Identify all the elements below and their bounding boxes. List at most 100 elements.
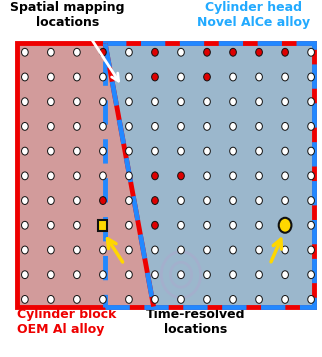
Circle shape xyxy=(22,73,28,81)
Circle shape xyxy=(126,48,132,56)
Circle shape xyxy=(99,48,106,56)
Circle shape xyxy=(22,221,28,229)
Circle shape xyxy=(152,246,158,254)
Circle shape xyxy=(126,221,132,229)
Circle shape xyxy=(308,296,314,303)
Circle shape xyxy=(204,73,210,81)
Circle shape xyxy=(22,197,28,205)
Circle shape xyxy=(48,221,54,229)
Polygon shape xyxy=(17,43,154,307)
Circle shape xyxy=(230,48,236,56)
Circle shape xyxy=(178,122,184,130)
Circle shape xyxy=(256,271,262,278)
Circle shape xyxy=(99,147,106,155)
Circle shape xyxy=(74,246,80,254)
Circle shape xyxy=(308,221,314,229)
Circle shape xyxy=(256,296,262,303)
Circle shape xyxy=(204,172,210,180)
Circle shape xyxy=(152,98,158,106)
Circle shape xyxy=(22,296,28,303)
Circle shape xyxy=(308,73,314,81)
Circle shape xyxy=(256,221,262,229)
Circle shape xyxy=(152,122,158,130)
Circle shape xyxy=(308,271,314,278)
Circle shape xyxy=(178,197,184,205)
Circle shape xyxy=(48,48,54,56)
Bar xyxy=(105,43,314,307)
Circle shape xyxy=(74,197,80,205)
Circle shape xyxy=(99,98,106,106)
Circle shape xyxy=(22,98,28,106)
Circle shape xyxy=(282,147,289,155)
Circle shape xyxy=(282,197,289,205)
Text: Time-resolved
locations: Time-resolved locations xyxy=(146,308,246,336)
Circle shape xyxy=(48,246,54,254)
Circle shape xyxy=(48,73,54,81)
Circle shape xyxy=(74,221,80,229)
Circle shape xyxy=(152,221,158,229)
Circle shape xyxy=(126,73,132,81)
Bar xyxy=(17,43,314,307)
Circle shape xyxy=(204,221,210,229)
Circle shape xyxy=(126,296,132,303)
Circle shape xyxy=(256,48,262,56)
Circle shape xyxy=(204,48,210,56)
Circle shape xyxy=(99,73,106,81)
Circle shape xyxy=(282,73,289,81)
Circle shape xyxy=(74,296,80,303)
Circle shape xyxy=(230,73,236,81)
Circle shape xyxy=(74,271,80,278)
Circle shape xyxy=(22,246,28,254)
Circle shape xyxy=(99,172,106,180)
Text: Cylinder block
OEM Al alloy: Cylinder block OEM Al alloy xyxy=(17,308,117,336)
Circle shape xyxy=(256,147,262,155)
Circle shape xyxy=(74,122,80,130)
Circle shape xyxy=(204,98,210,106)
Circle shape xyxy=(256,197,262,205)
Circle shape xyxy=(152,73,158,81)
Circle shape xyxy=(48,197,54,205)
Circle shape xyxy=(152,296,158,303)
Circle shape xyxy=(22,271,28,278)
Circle shape xyxy=(282,122,289,130)
Circle shape xyxy=(282,271,289,278)
Circle shape xyxy=(152,48,158,56)
Circle shape xyxy=(308,122,314,130)
Circle shape xyxy=(178,98,184,106)
Circle shape xyxy=(230,296,236,303)
Circle shape xyxy=(204,271,210,278)
Circle shape xyxy=(48,172,54,180)
Circle shape xyxy=(204,197,210,205)
Circle shape xyxy=(99,271,106,278)
Circle shape xyxy=(74,48,80,56)
Circle shape xyxy=(230,197,236,205)
Circle shape xyxy=(22,172,28,180)
Circle shape xyxy=(126,172,132,180)
Circle shape xyxy=(308,147,314,155)
Circle shape xyxy=(178,147,184,155)
Circle shape xyxy=(230,246,236,254)
Circle shape xyxy=(126,246,132,254)
Circle shape xyxy=(152,172,158,180)
Circle shape xyxy=(126,98,132,106)
Circle shape xyxy=(126,147,132,155)
Polygon shape xyxy=(105,43,314,307)
Circle shape xyxy=(279,218,291,233)
Circle shape xyxy=(74,98,80,106)
Circle shape xyxy=(282,246,289,254)
Circle shape xyxy=(230,221,236,229)
Circle shape xyxy=(204,296,210,303)
Circle shape xyxy=(152,271,158,278)
Circle shape xyxy=(48,296,54,303)
Text: Cylinder head
Novel AlCe alloy: Cylinder head Novel AlCe alloy xyxy=(197,1,310,29)
Circle shape xyxy=(230,147,236,155)
Circle shape xyxy=(48,122,54,130)
Circle shape xyxy=(99,246,106,254)
Circle shape xyxy=(74,172,80,180)
Circle shape xyxy=(22,48,28,56)
Text: Spatial mapping
locations: Spatial mapping locations xyxy=(10,1,125,29)
Circle shape xyxy=(282,48,289,56)
Circle shape xyxy=(48,98,54,106)
Circle shape xyxy=(126,271,132,278)
Circle shape xyxy=(256,172,262,180)
